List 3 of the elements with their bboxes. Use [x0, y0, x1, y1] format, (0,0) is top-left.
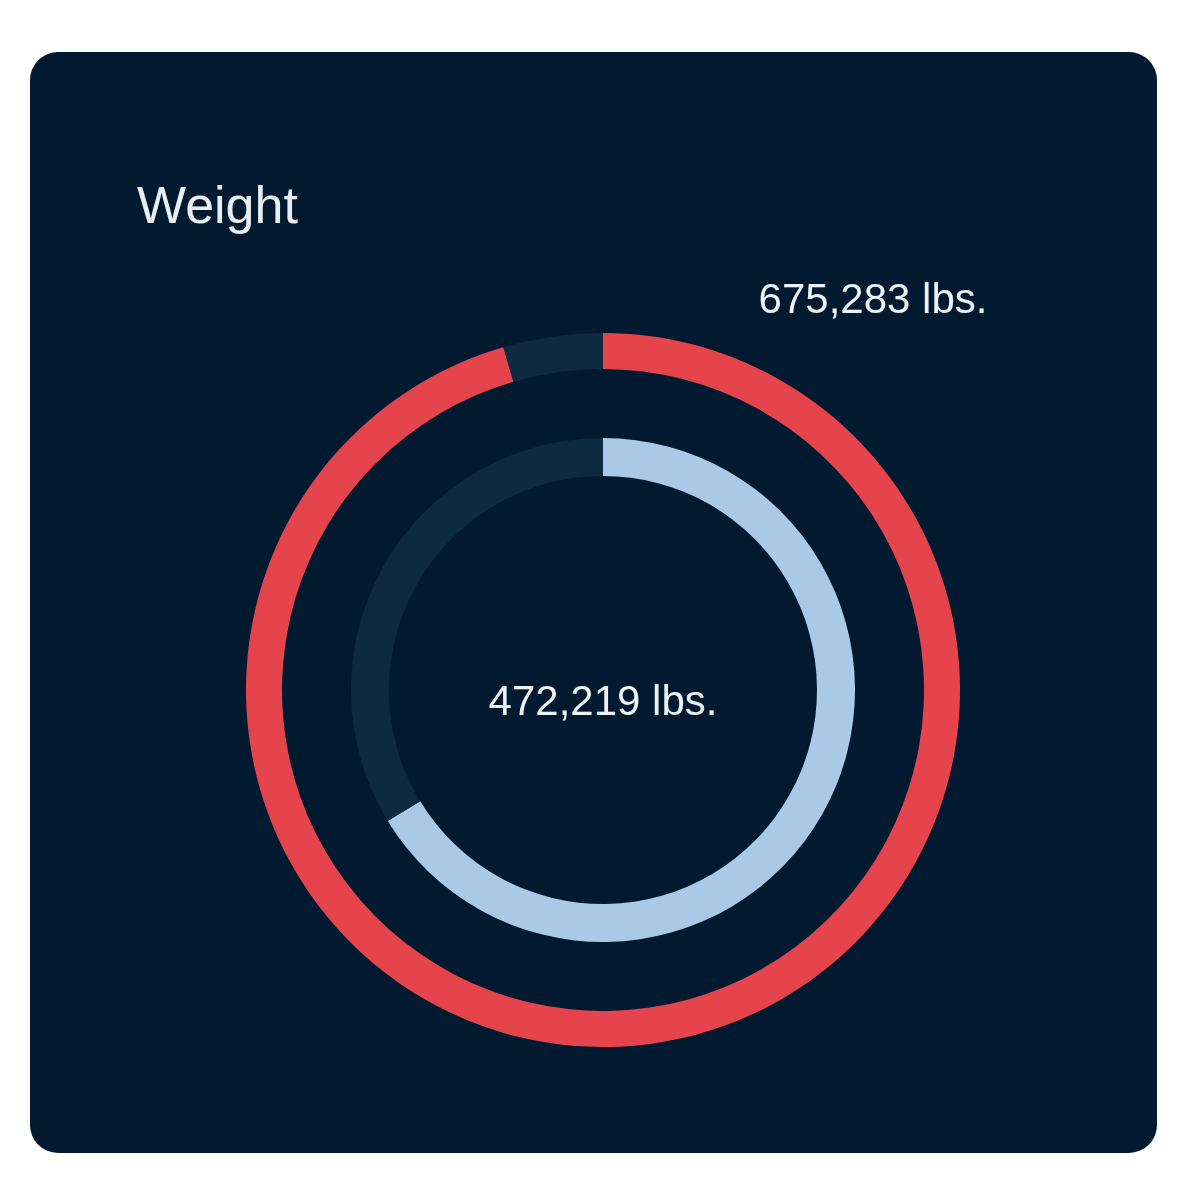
text: 675,283 lbs. — [758, 275, 988, 322]
text: 472,219 lbs. — [488, 677, 718, 724]
chart-title: Weight — [137, 176, 299, 234]
